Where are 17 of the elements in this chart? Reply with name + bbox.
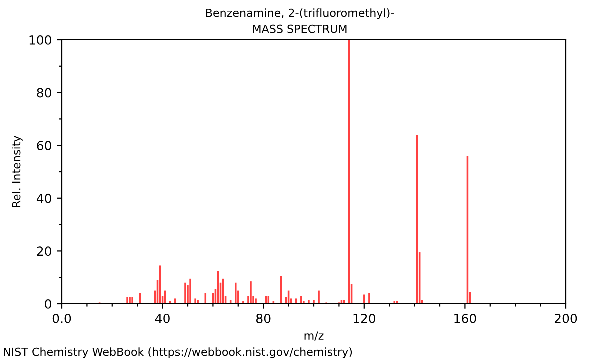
y-tick-label: 80 xyxy=(37,88,52,98)
x-axis-title: m/z xyxy=(304,332,324,341)
y-tick-label: 40 xyxy=(36,194,52,204)
text: NIST Chemistry WebBook (https://webbook.nist.gov/chemistry) xyxy=(4,348,352,358)
chart-title: Benzenamine, 2-(trifluoromethyl)- xyxy=(206,8,394,20)
x-tick-label: 80 xyxy=(256,314,271,324)
x-tick-label: 0.0 xyxy=(52,314,72,324)
y-tick-label: 20 xyxy=(37,246,52,256)
y-tick-label: 60 xyxy=(37,141,52,151)
y-tick-label: 0 xyxy=(45,299,52,309)
x-tick-label: 40 xyxy=(155,314,170,324)
x-tick-label: 120 xyxy=(354,314,376,324)
y-axis-title: Rel. Intensity xyxy=(12,136,23,208)
x-tick-label: 160 xyxy=(454,314,476,324)
chart-subtitle: MASS SPECTRUM xyxy=(253,24,347,34)
y-tick-label: 100 xyxy=(30,35,52,45)
x-tick-label: 200 xyxy=(554,314,578,324)
